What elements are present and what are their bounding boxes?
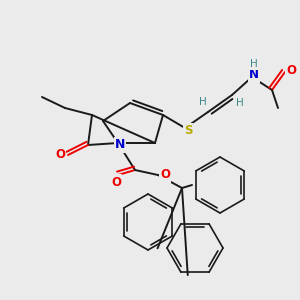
Text: O: O [286, 64, 296, 76]
Text: N: N [249, 68, 259, 82]
Text: H: H [236, 98, 244, 108]
Text: S: S [184, 124, 192, 137]
Text: H: H [250, 59, 258, 69]
Text: H: H [199, 97, 207, 107]
Text: O: O [55, 148, 65, 161]
Text: O: O [111, 176, 121, 188]
Text: N: N [115, 139, 125, 152]
Text: O: O [160, 169, 170, 182]
